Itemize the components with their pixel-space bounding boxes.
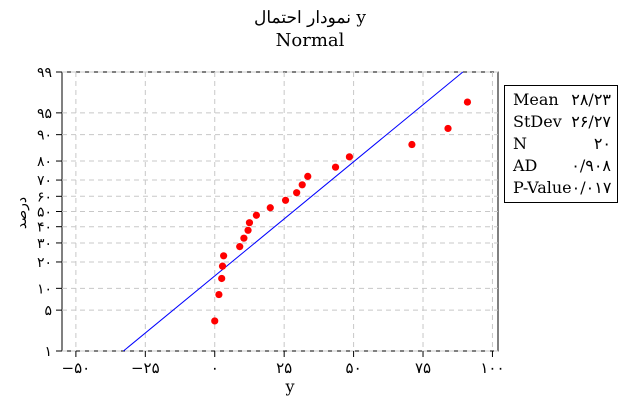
y-tick-label: ۴۰ <box>37 220 52 236</box>
stat-value: ۲۰ <box>593 134 611 153</box>
x-tick-label: ۰ <box>211 359 219 377</box>
data-point <box>293 189 301 197</box>
data-point <box>304 172 312 180</box>
data-point <box>444 124 452 133</box>
data-point <box>345 153 354 161</box>
y-tick-label: ۹۵ <box>37 106 52 122</box>
data-point <box>218 274 226 283</box>
data-point <box>215 290 223 299</box>
stat-label: N <box>513 134 527 153</box>
stat-n: N ۲۰ <box>505 134 617 156</box>
chart-subtitle: Normal <box>275 30 345 51</box>
data-point <box>331 163 340 171</box>
x-tick-label: ۲۵ <box>276 359 292 377</box>
data-point <box>244 226 252 234</box>
y-tick-label: ۵ <box>44 303 52 319</box>
fit-line-group <box>123 71 464 352</box>
data-point <box>281 196 290 204</box>
data-point <box>236 243 244 251</box>
chart-title: نمودار احتمال y <box>254 8 366 28</box>
stat-mean: Mean ۲۸/۲۳ <box>505 90 617 112</box>
statistics-box: Mean ۲۸/۲۳ StDev ۲۶/۲۷ N ۲۰ AD ۰/۹۰۸ P-Value… <box>504 85 618 203</box>
stat-label: Mean <box>513 90 559 109</box>
data-point <box>211 317 219 325</box>
data-point <box>298 181 306 189</box>
stat-value: ۲۶/۲۷ <box>571 112 611 131</box>
data-point <box>220 252 228 260</box>
x-tick-label: ۱۰۰ <box>480 359 504 377</box>
y-tick-label: ۸۰ <box>37 154 52 170</box>
data-point <box>252 211 260 219</box>
y-tick-label: ۷۰ <box>37 173 52 189</box>
x-tick-label: −۲۵ <box>131 359 160 377</box>
stat-value: ۲۸/۲۳ <box>571 90 611 109</box>
y-tick-label: ۳۰ <box>37 236 52 252</box>
y-tick-label: ۹۹ <box>37 65 52 81</box>
stat-label: P-Value <box>513 178 572 197</box>
data-points <box>211 98 472 325</box>
x-tick-label: ۵۰ <box>346 359 362 377</box>
data-point <box>245 219 254 227</box>
stat-pvalue: P-Value ۰/۰۱۷ <box>505 178 617 200</box>
y-tick-label: ۶۰ <box>37 189 52 205</box>
fit-line <box>123 71 464 352</box>
data-point <box>266 204 274 212</box>
y-axis-label: درصد <box>14 196 30 230</box>
x-axis-label: y <box>285 377 295 396</box>
y-tick-label: ۱۰ <box>37 281 52 297</box>
stat-stdev: StDev ۲۶/۲۷ <box>505 112 617 134</box>
stat-value: ۰/۹۰۸ <box>571 156 611 175</box>
data-point <box>408 140 416 149</box>
data-point <box>463 98 472 106</box>
data-point <box>218 262 227 270</box>
stat-value: ۰/۰۱۷ <box>571 178 612 197</box>
stat-ad: AD ۰/۹۰۸ <box>505 156 617 178</box>
x-tick-label: ۷۵ <box>415 359 431 377</box>
y-tick-label: ۹۰ <box>37 128 52 144</box>
stat-label: StDev <box>513 112 562 131</box>
grid <box>62 71 498 352</box>
y-tick-label: ۲۰ <box>37 255 52 271</box>
y-tick-label: ۱ <box>44 344 52 360</box>
x-axis: −۵۰ −۲۵ ۰ ۲۵ ۵۰ ۷۵ ۱۰۰ <box>62 351 505 377</box>
y-tick-label: ۵۰ <box>37 205 52 221</box>
stat-label: AD <box>513 156 538 175</box>
x-tick-label: −۵۰ <box>62 359 91 377</box>
data-point <box>240 234 248 242</box>
